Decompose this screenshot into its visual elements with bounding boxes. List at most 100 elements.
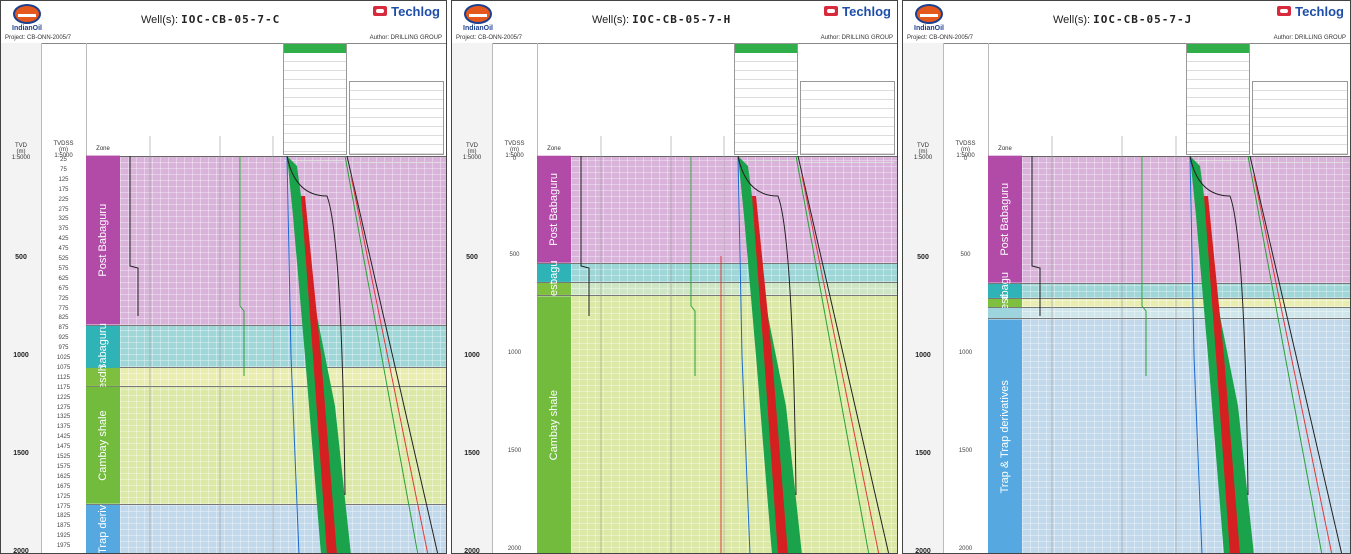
legend-row — [735, 116, 797, 125]
legend-row — [735, 152, 797, 161]
techlog-brand: Techlog — [824, 3, 891, 19]
legend-row — [284, 152, 346, 161]
legend-row — [284, 89, 346, 98]
legend-row — [735, 107, 797, 116]
techlog-logo-icon — [824, 6, 839, 16]
well-panel: IndianOil Project: CB-ONN-2005/7 Well(s): … — [451, 0, 898, 554]
legend-row — [1187, 152, 1249, 161]
legend-row — [1253, 91, 1347, 100]
techlog-logo-icon — [1277, 6, 1292, 16]
legend-row — [735, 125, 797, 134]
tvdss-tick: 975 — [58, 345, 69, 352]
well-name: IOC-CB-05-7-C — [181, 13, 281, 26]
tvdss-tick: 425 — [58, 236, 69, 243]
legend-row — [1253, 145, 1347, 154]
well-title: Well(s): IOC-CB-05-7-C — [141, 13, 280, 26]
legend-header — [735, 44, 797, 53]
tvd-tick: 1500 — [464, 450, 480, 457]
legend-row — [1187, 53, 1249, 62]
tvdss-tick: 825 — [58, 315, 69, 322]
tvdss-tick: 0 — [512, 156, 517, 162]
well-label: Well(s): — [592, 14, 630, 26]
zone-band: esdh — [86, 365, 446, 389]
zone-band: Post Babaguru — [537, 156, 897, 264]
legend-row — [284, 134, 346, 143]
legend-row — [735, 62, 797, 71]
pore-pressure-band — [1204, 196, 1240, 553]
legend-row — [1187, 134, 1249, 143]
zone-band: Trap & Trap derivatives — [988, 318, 1350, 553]
tvdss-tick: 1125 — [57, 374, 70, 381]
curve-legend — [283, 43, 347, 161]
shale-trend-curve — [344, 155, 419, 553]
tvd-tick: 1000 — [13, 352, 29, 359]
fracture-gradient-curve — [346, 155, 439, 553]
tvd-tick: 2000 — [13, 548, 29, 554]
legend-row — [1187, 116, 1249, 125]
zone-band: bagu — [537, 260, 897, 285]
zone-band — [988, 307, 1350, 319]
tvd-header: TVD (m) 1:5000 — [11, 143, 31, 161]
legend-row — [735, 89, 797, 98]
panel-header: IndianOil Project: CB-ONN-2005/7 Well(s): … — [903, 1, 1350, 44]
tvdss-tick: 1500 — [507, 448, 522, 454]
legend-row — [1187, 98, 1249, 107]
pore-pressure-band — [752, 196, 788, 553]
logo-text: IndianOil — [463, 25, 493, 32]
tvdss-tick: 275 — [58, 206, 69, 213]
tvd-tick: 1500 — [13, 450, 29, 457]
tvdss-tick: 2000 — [958, 546, 973, 552]
tvd-column: TVD (m) 1:5000 500 1000 1500 2000 — [903, 43, 944, 553]
fracture-gradient-curve — [797, 155, 890, 553]
track-header-row — [120, 136, 446, 157]
gamma-curve — [129, 156, 139, 316]
legend-row — [350, 118, 443, 127]
zone-band: Trap deriv — [86, 505, 446, 553]
indianoil-logo-icon: IndianOil — [458, 4, 498, 38]
legend-row — [284, 125, 346, 134]
legend-row — [801, 127, 894, 136]
logo-text: IndianOil — [12, 25, 42, 32]
resistivity-curve — [239, 156, 245, 376]
tvdss-tick: 1000 — [958, 350, 973, 356]
tvd-tick: 2000 — [464, 548, 480, 554]
techlog-logo-icon — [373, 6, 388, 16]
resistivity-curve — [1141, 156, 1147, 376]
tvdss-tick: 75 — [60, 166, 67, 173]
legend-row — [801, 91, 894, 100]
zone-band: Post Babaguru — [86, 156, 446, 326]
legend-row — [1253, 100, 1347, 109]
tvd-header: TVD (m) 1:5000 — [913, 143, 933, 161]
collapse-curve — [1253, 175, 1333, 553]
legend-row — [350, 82, 443, 91]
legend-row — [350, 127, 443, 136]
panel-header: IndianOil Project: CB-ONN-2005/7 Well(s): … — [1, 1, 446, 44]
tvdss-tick: 375 — [58, 226, 69, 233]
tvdss-tick: 475 — [58, 246, 69, 253]
well-panel: IndianOil Project: CB-ONN-2005/7 Well(s): … — [902, 0, 1351, 554]
well-title: Well(s): IOC-CB-05-7-H — [592, 13, 731, 26]
tvdss-tick: 1275 — [56, 404, 71, 411]
overburden-curve — [737, 155, 797, 496]
zone-fill — [120, 368, 446, 387]
tvd-column: TVD (m) 1:5000 500 1000 1500 2000 — [1, 43, 42, 553]
curve-legend-secondary — [1252, 81, 1348, 163]
zone-fill — [571, 263, 897, 282]
fracture-gradient-curve — [1249, 155, 1343, 553]
zone-fill — [120, 156, 446, 325]
log-curves — [580, 136, 890, 553]
log-curves — [129, 136, 439, 553]
legend-row — [801, 100, 894, 109]
logo-text: IndianOil — [914, 25, 944, 32]
tvdss-tick: 1325 — [56, 414, 71, 421]
legend-row — [284, 116, 346, 125]
author-label: Author: DRILLING GROUP — [820, 35, 893, 41]
tvd-tick: 1500 — [915, 450, 931, 457]
resistivity-curve — [690, 156, 696, 376]
zone-fill — [571, 282, 897, 295]
indianoil-logo-icon: IndianOil — [7, 4, 47, 38]
legend-row — [735, 80, 797, 89]
zone-header: Zone — [998, 146, 1012, 152]
gamma-curve — [1031, 156, 1041, 316]
shale-trend-curve — [795, 155, 870, 553]
